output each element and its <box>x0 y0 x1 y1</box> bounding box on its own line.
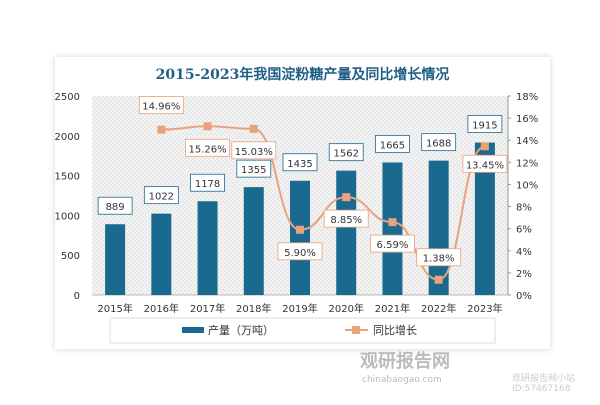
line-label-box <box>462 154 508 173</box>
line-label-box <box>185 138 230 157</box>
line-label: 13.45% <box>466 160 504 171</box>
bar-label: 1688 <box>426 139 451 150</box>
line-label: 14.96% <box>142 102 180 113</box>
watermark-brand: 观研报告网 <box>360 351 450 372</box>
x-tick: 2020年 <box>328 302 363 315</box>
bar-label: 1915 <box>472 121 497 132</box>
bar-label-box <box>421 133 457 152</box>
y-right-tick: 8% <box>516 203 532 214</box>
bar-label: 1178 <box>195 179 220 190</box>
legend-line-marker <box>352 326 360 334</box>
bar <box>336 170 357 295</box>
watermark-url: chinabaogao.com <box>362 375 442 385</box>
y-right-tick: 14% <box>516 136 538 147</box>
chart-title: 2015-2023年我国淀粉糖产量及同比增长情况 <box>155 67 450 83</box>
y-left-tick: 1500 <box>55 172 80 183</box>
line-label: 15.26% <box>188 144 226 155</box>
y-left-tick: 0 <box>74 291 80 302</box>
x-tick: 2019年 <box>282 302 317 315</box>
bar-label: 1562 <box>333 149 358 160</box>
line-label: 1.38% <box>423 254 455 265</box>
bar-label-box <box>97 196 133 215</box>
y-left-tick: 2000 <box>55 132 80 143</box>
line-label-box <box>416 248 462 267</box>
bar-label-box <box>236 159 272 178</box>
line-marker <box>480 142 489 151</box>
bar-label: 1435 <box>287 159 312 170</box>
y-right-tick: 6% <box>516 225 532 236</box>
bar-label-box <box>143 186 179 205</box>
x-tick: 2016年 <box>144 302 179 315</box>
line-label-box <box>323 209 369 228</box>
y-right-tick: 10% <box>516 180 538 191</box>
bar <box>197 201 218 295</box>
bar-label-box <box>328 143 364 162</box>
watermark-id: 观研报告网小站 ID:57467168 <box>512 374 576 394</box>
line-marker <box>388 218 397 227</box>
x-tick: 2022年 <box>421 302 456 315</box>
legend-bar-swatch <box>182 327 204 333</box>
y-right-tick: 4% <box>516 247 532 258</box>
legend-bar-label: 产量（万吨） <box>208 323 274 337</box>
bar-label-box <box>282 153 318 172</box>
line-label: 6.59% <box>377 240 409 251</box>
bar <box>105 224 126 295</box>
y-left-tick: 2500 <box>55 92 80 103</box>
line-label: 5.90% <box>284 248 316 259</box>
bar <box>382 162 403 295</box>
y-right-tick: 12% <box>516 158 538 169</box>
bar <box>474 142 495 295</box>
line-marker <box>249 124 258 133</box>
line-marker <box>296 225 304 234</box>
bar <box>290 180 310 295</box>
line-label: 8.85% <box>330 215 362 226</box>
line-label-box <box>138 96 184 115</box>
line-label-box <box>277 242 323 261</box>
line-label-box <box>370 234 415 253</box>
line-label: 15.03% <box>235 147 273 158</box>
bar-label-box <box>190 173 225 192</box>
bar-label-box <box>375 135 410 153</box>
line-marker <box>434 275 443 284</box>
legend-line-label: 同比增长 <box>373 323 417 337</box>
y-left-tick: 1000 <box>55 211 80 222</box>
bar <box>243 187 264 295</box>
bar-label: 889 <box>106 202 125 213</box>
line-marker <box>157 125 166 134</box>
bar-label: 1022 <box>149 192 174 203</box>
bar <box>151 213 172 295</box>
x-tick: 2018年 <box>236 302 271 315</box>
y-right-tick: 18% <box>516 92 538 103</box>
x-tick: 2015年 <box>97 302 132 315</box>
y-left-tick: 500 <box>61 251 80 262</box>
y-right-tick: 0% <box>516 291 532 302</box>
x-tick: 2021年 <box>375 302 410 315</box>
line-label-box <box>231 141 277 160</box>
line-marker <box>203 122 212 131</box>
bar-label: 1665 <box>380 140 405 151</box>
y-right-tick: 16% <box>516 114 538 125</box>
bar-label-box <box>467 115 503 133</box>
bar-label: 1355 <box>241 165 266 176</box>
y-right-tick: 2% <box>516 269 532 280</box>
x-tick: 2023年 <box>467 302 502 315</box>
x-tick: 2017年 <box>190 302 225 315</box>
legend <box>109 317 496 344</box>
line-marker <box>342 193 351 202</box>
